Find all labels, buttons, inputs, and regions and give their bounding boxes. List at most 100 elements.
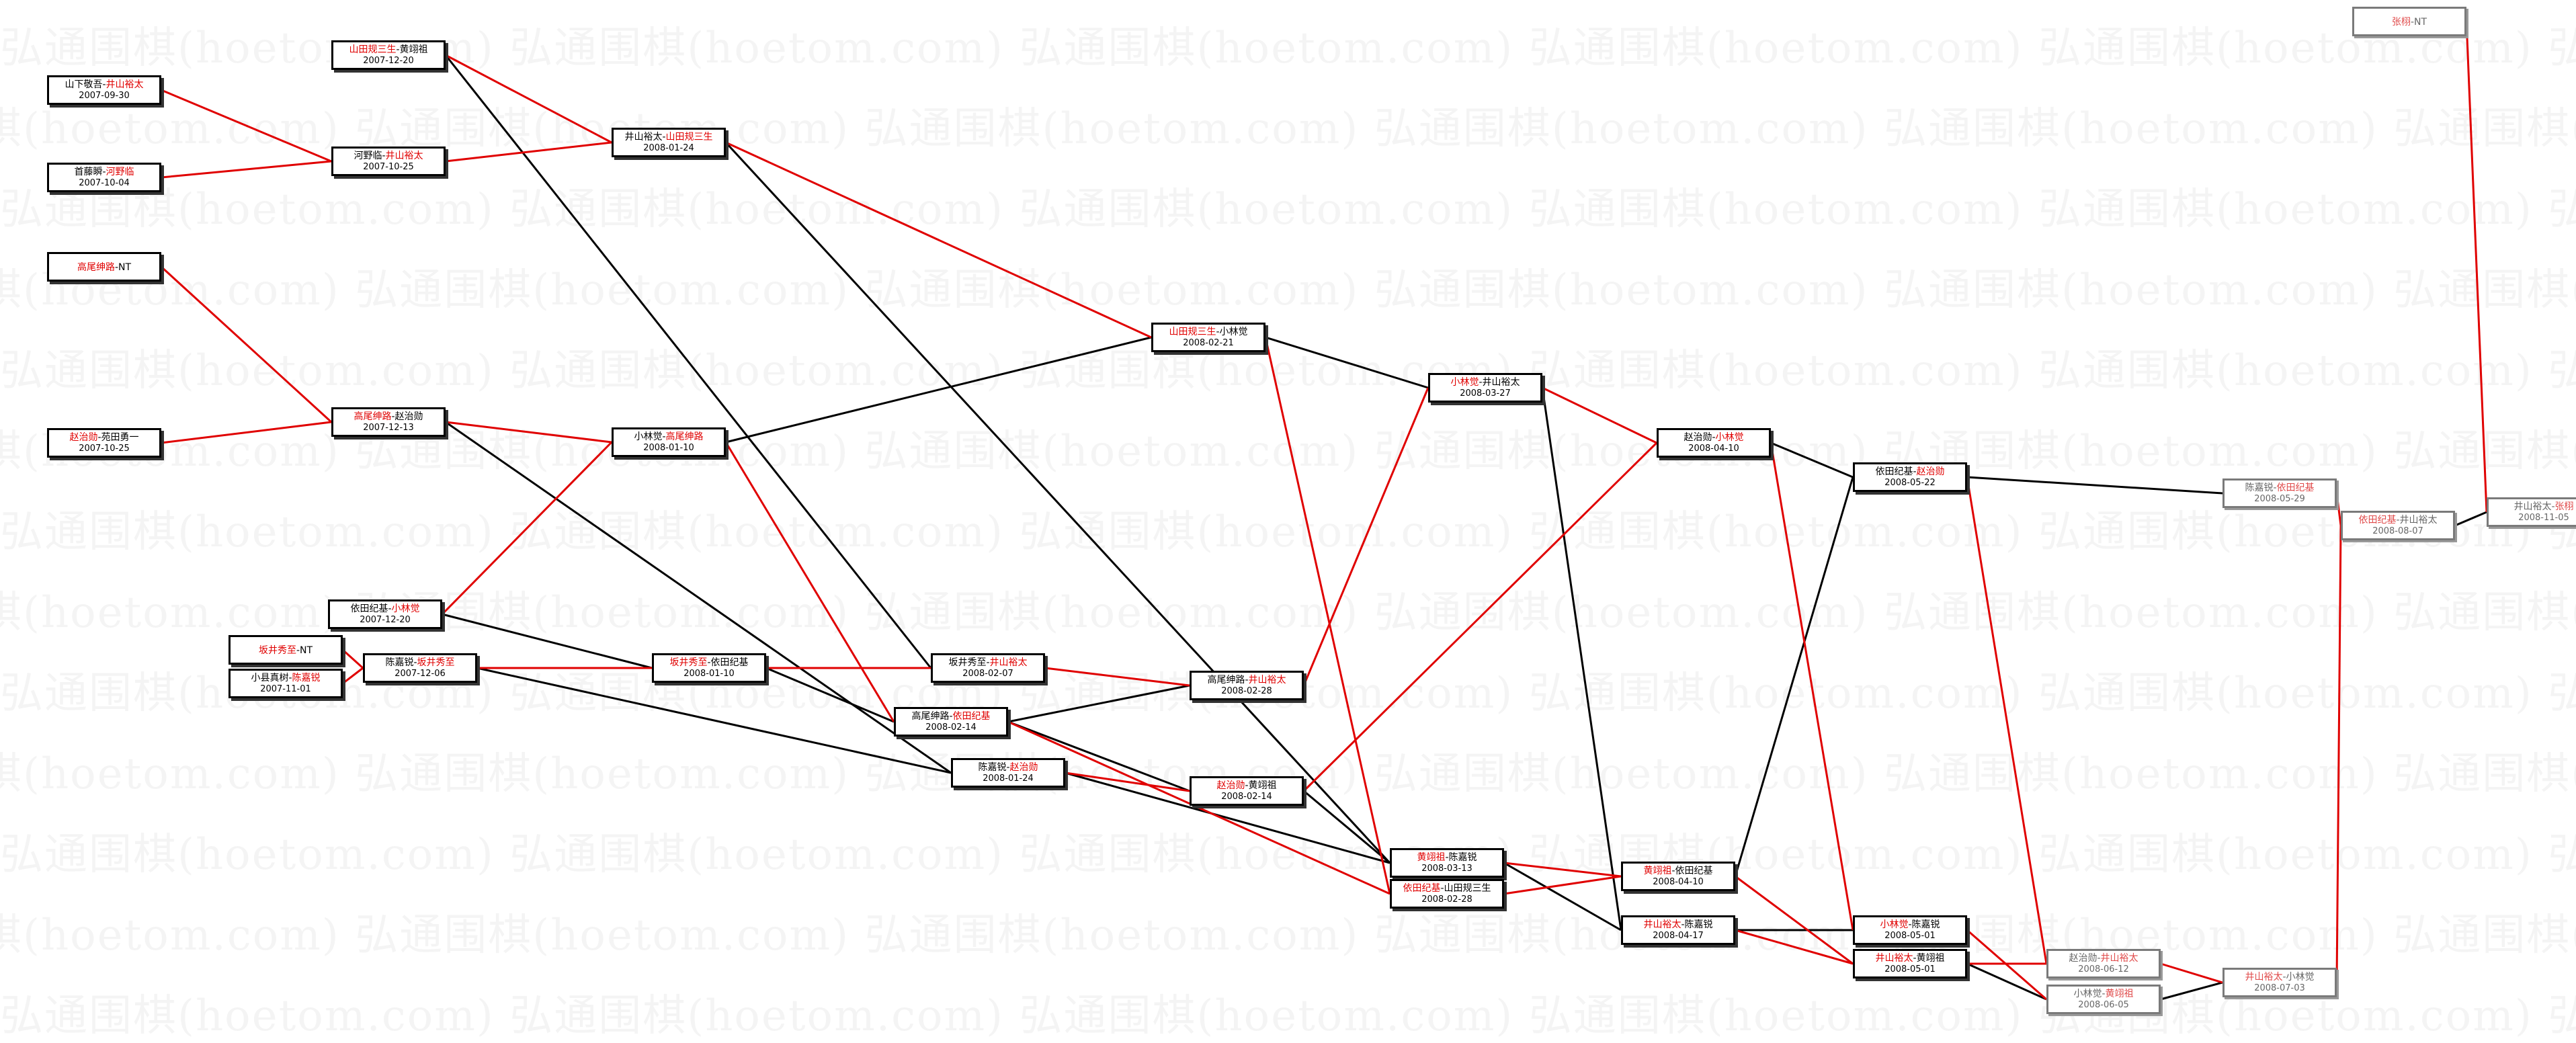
match-date: 2008-05-22 — [1884, 478, 1936, 488]
match-players: 山田规三生-小林觉 — [1153, 326, 1263, 338]
match-node: 赵治勋-小林觉 2008-04-10 — [1657, 428, 1771, 458]
match-node: 依田纪基-小林觉 2007-12-20 — [328, 599, 442, 629]
match-date: 2008-06-05 — [2078, 1000, 2129, 1010]
loser-advance-line — [1770, 442, 1854, 478]
match-node: 依田纪基-赵治勋 2008-05-22 — [1853, 462, 1967, 492]
loser-advance-line — [1007, 684, 1190, 723]
versus-dash: - — [1712, 432, 1716, 443]
match-node: 山田规三生-小林觉 2008-02-21 — [1151, 323, 1265, 352]
winner-advance-line — [160, 265, 333, 423]
match-players: 小林觉-黄翊祖 — [2048, 988, 2159, 1000]
match-date: 2008-06-12 — [2078, 964, 2129, 974]
player-2: 小林觉 — [391, 603, 420, 614]
winner-advance-line — [161, 421, 332, 444]
match-players: 高尾绅路-井山裕太 — [1192, 674, 1302, 686]
player-2: 依田纪基 — [1675, 866, 1713, 876]
player-1: 小林觉 — [634, 431, 663, 442]
player-2: 依田纪基 — [710, 657, 749, 668]
match-date: 2008-08-07 — [2372, 526, 2423, 536]
match-node: 小县真树-陈嘉锐 2007-11-01 — [228, 669, 343, 698]
match-node: 依田纪基-山田规三生 2008-02-28 — [1390, 879, 1504, 909]
match-players: 井山裕太-张栩 — [2489, 501, 2576, 513]
match-node: 井山裕太-小林觉 2008-07-03 — [2222, 968, 2337, 997]
winner-advance-line — [2465, 21, 2488, 513]
winner-advance-line — [342, 667, 364, 685]
winner-advance-line — [341, 649, 364, 669]
winner-advance-line — [2335, 525, 2342, 983]
versus-dash: - — [2102, 989, 2106, 999]
match-date: 2008-04-10 — [1653, 877, 1704, 887]
match-players: 高尾绅路-NT — [49, 261, 159, 274]
match-date: 2008-05-01 — [1884, 931, 1936, 941]
match-node: 首藤瞬-河野临 2007-10-04 — [47, 163, 161, 192]
player-1: 陈嘉锐 — [385, 657, 414, 668]
match-players: 陈嘉锐-坂井秀至 — [365, 657, 475, 669]
match-node: 陈嘉锐-坂井秀至 2007-12-06 — [363, 653, 477, 683]
watermark-row: 弘通围棋(hoetom.com) 弘通围棋(hoetom.com) 弘通围棋(h… — [0, 175, 2576, 237]
versus-dash: - — [2097, 953, 2101, 964]
loser-advance-line — [1065, 771, 1390, 864]
match-date: 2008-02-07 — [962, 669, 1013, 679]
winner-advance-line — [161, 89, 332, 163]
winner-advance-line — [1503, 875, 1622, 895]
player-2: NT — [118, 262, 132, 273]
loser-advance-line — [476, 667, 952, 774]
match-players: 首藤瞬-河野临 — [49, 166, 159, 178]
versus-dash: - — [296, 645, 300, 656]
versus-dash: - — [396, 44, 400, 55]
player-1: 赵治勋 — [2069, 953, 2097, 964]
match-players: 依田纪基-井山裕太 — [2343, 514, 2453, 526]
player-2: 赵治勋 — [394, 411, 423, 422]
match-players: 陈嘉锐-赵治勋 — [953, 761, 1063, 774]
loser-advance-line — [1541, 387, 1622, 931]
watermark-row: 弘通围棋(hoetom.com) 弘通围棋(hoetom.com) 弘通围棋(h… — [0, 94, 2576, 156]
versus-dash: - — [382, 151, 386, 161]
player-1: 高尾绅路 — [911, 711, 950, 722]
versus-dash: - — [662, 132, 666, 142]
match-date: 2007-12-13 — [363, 423, 414, 433]
match-node: 井山裕太-张栩 2008-11-05 — [2487, 497, 2576, 527]
winner-advance-line — [445, 141, 612, 163]
loser-advance-line — [1265, 336, 1429, 389]
player-1: 依田纪基 — [350, 603, 388, 614]
player-2: 河野临 — [106, 167, 134, 177]
winner-advance-line — [1065, 771, 1190, 792]
match-players: 黄翊祖-陈嘉锐 — [1392, 851, 1502, 864]
match-players: 小县真树-陈嘉锐 — [231, 672, 341, 684]
loser-advance-line — [444, 54, 932, 669]
match-node: 小林觉-黄翊祖 2008-06-05 — [2046, 985, 2161, 1014]
match-node: 高尾绅路-井山裕太 2008-02-28 — [1190, 671, 1304, 700]
winner-advance-line — [1007, 720, 1390, 895]
match-date: 2008-01-10 — [643, 443, 694, 453]
loser-advance-line — [1966, 476, 2223, 495]
match-date: 2008-02-14 — [1221, 792, 1272, 802]
player-1: 首藤瞬 — [74, 167, 103, 177]
player-1: 小林觉 — [1450, 377, 1479, 388]
match-date: 2008-04-17 — [1653, 931, 1704, 941]
match-players: 坂井秀至-NT — [231, 644, 341, 657]
player-2: 陈嘉锐 — [292, 673, 321, 683]
winner-advance-line — [1302, 442, 1658, 792]
player-2: 赵治勋 — [1916, 466, 1945, 477]
versus-dash: - — [986, 657, 990, 668]
player-1: 张栩 — [2391, 17, 2411, 28]
loser-advance-line — [725, 336, 1152, 444]
versus-dash: - — [662, 431, 666, 442]
match-node: 小林觉-井山裕太 2008-03-27 — [1428, 373, 1542, 403]
player-1: 依田纪基 — [1875, 466, 1913, 477]
match-node: 陈嘉锐-赵治勋 2008-01-24 — [951, 758, 1065, 788]
player-1: 坂井秀至 — [948, 657, 987, 668]
player-2: 井山裕太 — [1248, 675, 1286, 685]
match-players: 山下敬吾-井山裕太 — [49, 79, 159, 91]
player-2: 陈嘉锐 — [1684, 919, 1713, 930]
player-2: 黄翊祖 — [1916, 953, 1945, 964]
match-node: 坂井秀至-井山裕太 2008-02-07 — [931, 653, 1045, 683]
player-2: 高尾绅路 — [665, 431, 704, 442]
match-date: 2007-12-06 — [394, 669, 446, 679]
match-date: 2008-11-05 — [2518, 513, 2569, 523]
versus-dash: - — [2551, 501, 2555, 512]
match-date: 2008-02-14 — [925, 722, 977, 733]
versus-dash: - — [413, 657, 417, 668]
player-2: 井山裕太 — [106, 79, 144, 90]
player-1: 井山裕太 — [1643, 919, 1681, 930]
